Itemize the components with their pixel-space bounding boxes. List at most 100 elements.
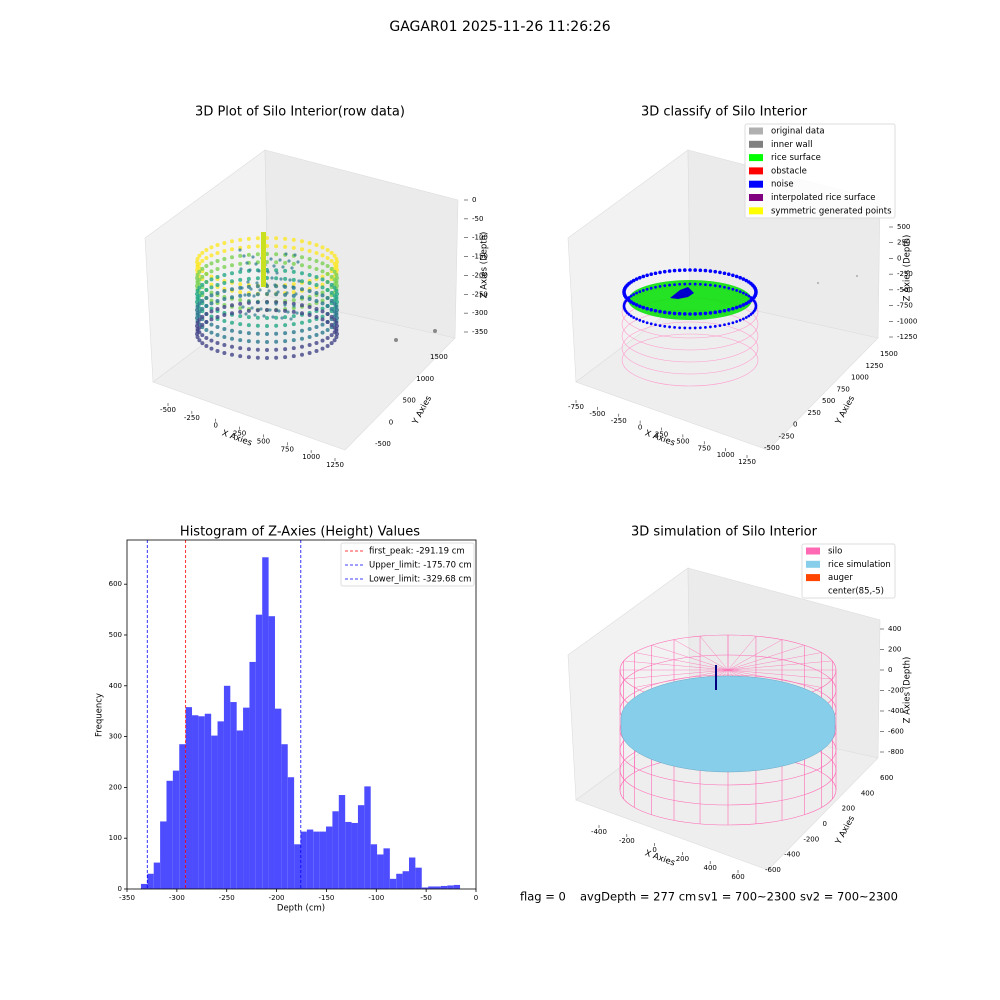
point (209, 346, 214, 351)
point (703, 268, 708, 273)
point (325, 296, 330, 300)
point (283, 355, 288, 360)
point (718, 284, 722, 288)
point (248, 268, 252, 272)
point (238, 237, 243, 242)
x-tick-label: -500 (589, 410, 605, 418)
point (292, 304, 296, 308)
point (329, 306, 334, 311)
point (726, 307, 731, 312)
wireframe (727, 636, 757, 671)
point (200, 250, 205, 255)
bar (351, 822, 358, 889)
point (215, 291, 220, 296)
point (704, 283, 707, 287)
y-tick-label: 1000 (416, 375, 434, 383)
point (204, 336, 209, 340)
point (246, 347, 251, 352)
y-tick-label: -200 (803, 835, 819, 843)
point (325, 272, 330, 276)
point (334, 328, 339, 333)
bar (147, 873, 154, 889)
point (634, 303, 639, 307)
point (249, 287, 253, 291)
bar (249, 661, 256, 889)
point (204, 328, 209, 332)
point (230, 303, 234, 308)
point (296, 260, 300, 264)
legend-box (340, 542, 475, 587)
y-tick-label: 1000 (851, 374, 869, 382)
bar (140, 883, 148, 889)
bar (236, 730, 244, 889)
x-tick-label: 750 (698, 444, 711, 452)
z-tick-label: 0 (888, 666, 892, 674)
point (215, 275, 220, 280)
legend-label: noise (771, 180, 794, 190)
point (297, 279, 301, 283)
z-tick-label: -350 (472, 328, 488, 336)
point (255, 347, 260, 352)
point (291, 298, 296, 303)
point (307, 240, 312, 245)
point (314, 275, 319, 280)
point (300, 263, 304, 268)
bar (153, 862, 161, 889)
point (222, 280, 227, 285)
point (638, 304, 642, 309)
point (727, 322, 731, 326)
point (290, 266, 294, 270)
point (250, 306, 254, 310)
point (230, 344, 234, 349)
point (282, 284, 286, 288)
point (738, 290, 742, 294)
point (222, 264, 227, 269)
x-tick-label: 500 (257, 437, 270, 445)
point (283, 276, 288, 281)
point (329, 258, 334, 263)
point (320, 301, 325, 306)
point (334, 335, 339, 340)
point (265, 292, 269, 296)
bar (243, 707, 250, 889)
x-tick-label: -300 (169, 894, 185, 902)
point (215, 259, 220, 264)
wireframe (634, 652, 729, 671)
point (329, 274, 334, 279)
point (209, 261, 214, 266)
bar (294, 844, 301, 889)
legend-label: original data (771, 127, 825, 137)
spike (261, 232, 266, 287)
point (204, 264, 209, 268)
y-tick-label: 0 (793, 421, 797, 429)
z-tick-label: 0 (472, 196, 476, 204)
point (741, 291, 745, 295)
point (255, 244, 260, 249)
bar (306, 829, 314, 889)
legend-box (744, 123, 896, 219)
point (200, 333, 205, 338)
noise (670, 287, 694, 299)
point (741, 277, 746, 281)
point (300, 311, 304, 316)
legend-swatch (749, 140, 763, 148)
point (204, 312, 209, 316)
point (645, 273, 649, 278)
point (677, 311, 682, 316)
point (291, 338, 296, 343)
point (215, 324, 220, 329)
point (320, 317, 325, 322)
x-tick-label: -400 (591, 828, 607, 836)
y-tick-label: -500 (764, 444, 780, 452)
point (270, 276, 274, 280)
point (273, 283, 277, 287)
point (325, 344, 330, 348)
point (200, 341, 205, 346)
point (197, 325, 202, 330)
point (283, 339, 288, 344)
z-tick-label: -1250 (897, 333, 917, 341)
point (734, 274, 739, 279)
y-tick-label: -400 (784, 851, 800, 859)
point (246, 252, 251, 257)
point (283, 323, 288, 328)
